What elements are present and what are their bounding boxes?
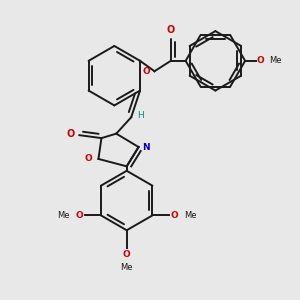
Text: O: O: [66, 129, 75, 139]
Text: Me: Me: [120, 263, 133, 272]
Text: O: O: [167, 25, 175, 35]
Text: Me: Me: [184, 211, 196, 220]
Text: Me: Me: [269, 56, 282, 65]
Text: O: O: [170, 211, 178, 220]
Text: Me: Me: [57, 211, 70, 220]
Text: H: H: [137, 111, 144, 120]
Text: O: O: [123, 250, 130, 259]
Text: O: O: [75, 211, 83, 220]
Text: O: O: [84, 154, 92, 164]
Text: O: O: [142, 67, 150, 76]
Text: N: N: [142, 142, 150, 152]
Text: O: O: [257, 56, 265, 65]
